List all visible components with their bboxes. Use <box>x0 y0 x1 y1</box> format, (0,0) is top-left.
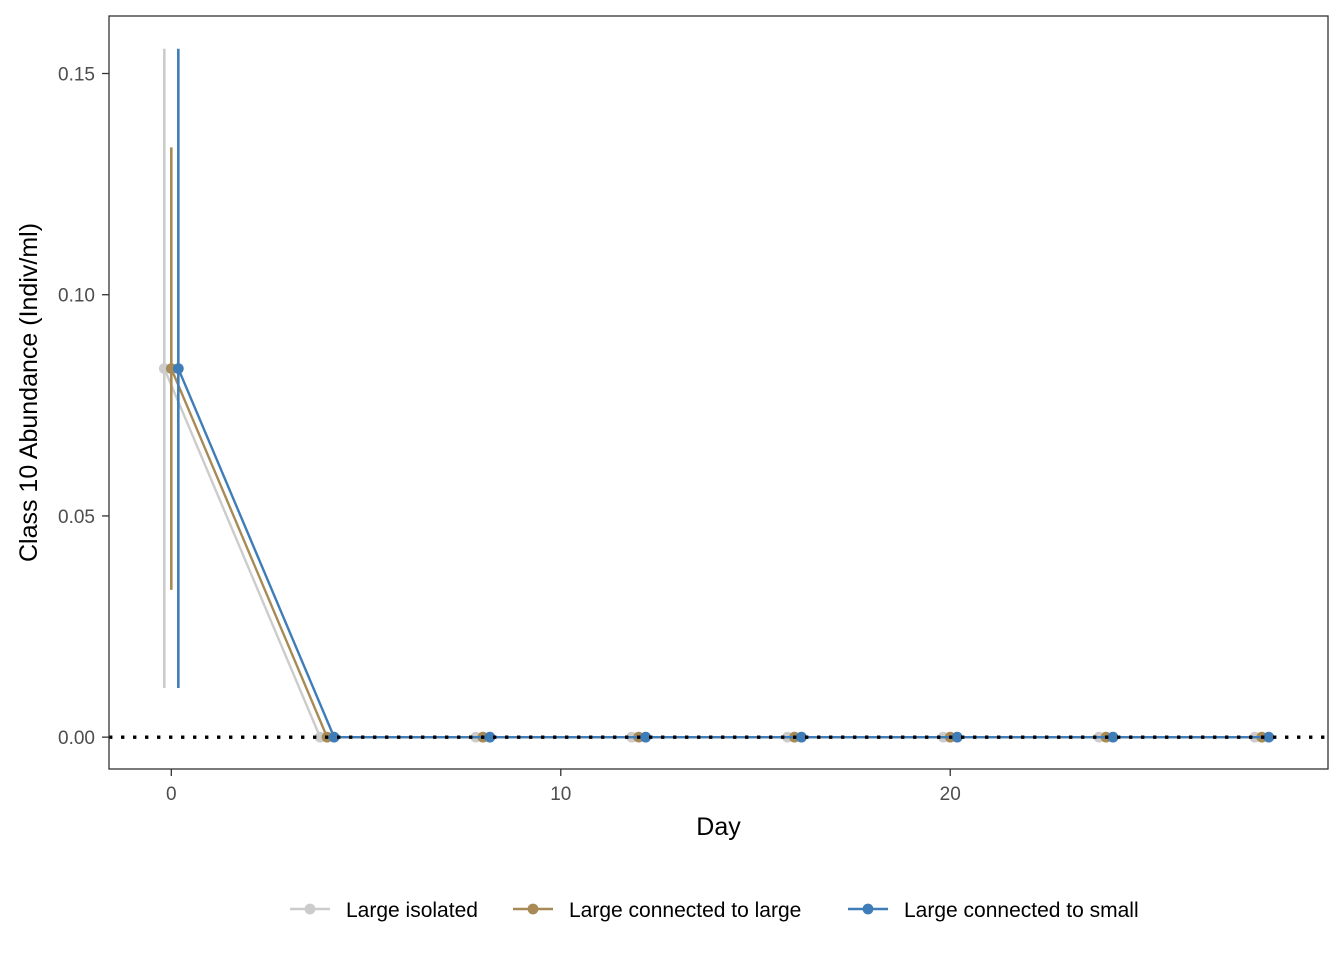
x-tick-label: 10 <box>550 784 571 805</box>
legend-key-point <box>527 903 539 915</box>
legend-label: Large connected to small <box>904 899 1139 922</box>
data-point <box>172 363 184 375</box>
y-tick-label: 0.00 <box>58 728 95 749</box>
y-axis-title: Class 10 Abundance (Indiv/ml) <box>15 223 43 562</box>
data-point <box>328 731 340 743</box>
legend-item-1: Large isolated <box>290 899 478 922</box>
axis-layer: 0 10 20 0.00 0.05 0.10 0.15 <box>58 65 961 805</box>
data-point <box>1107 731 1119 743</box>
y-tick-label: 0.05 <box>58 507 95 528</box>
y-tick-label: 0.15 <box>58 65 95 86</box>
legend-key-point <box>862 903 874 915</box>
data-point <box>796 731 807 743</box>
legend: Large isolated Large connected to large La… <box>290 899 1139 922</box>
x-axis-title: Day <box>696 813 741 841</box>
data-point <box>484 731 496 743</box>
plot-layer <box>109 48 1328 743</box>
data-point <box>951 731 963 743</box>
panel-border <box>108 15 1329 770</box>
data-point <box>1263 731 1275 743</box>
legend-label: Large isolated <box>346 899 478 922</box>
panel-background <box>109 16 1328 769</box>
legend-item-2: Large connected to large <box>513 899 801 922</box>
legend-key-point <box>304 903 316 915</box>
x-tick-label: 20 <box>940 784 961 805</box>
legend-item-3: Large connected to small <box>848 899 1139 922</box>
data-point <box>640 731 652 743</box>
legend-label: Large connected to large <box>569 899 801 922</box>
x-tick-label: 0 <box>166 784 177 805</box>
y-tick-label: 0.10 <box>58 286 95 307</box>
